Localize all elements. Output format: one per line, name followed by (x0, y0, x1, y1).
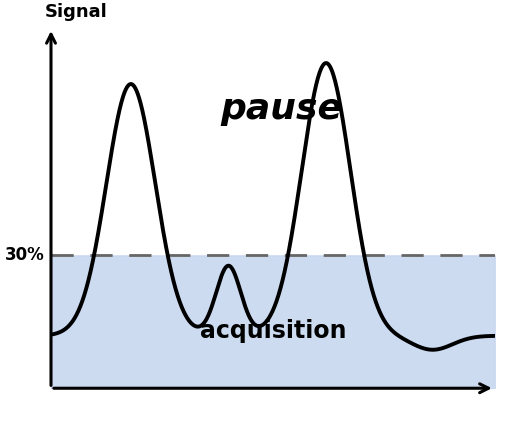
Text: 30%: 30% (5, 246, 44, 264)
Text: pause: pause (220, 92, 342, 125)
Text: acquisition: acquisition (199, 319, 346, 343)
Text: Signal: Signal (44, 3, 107, 21)
